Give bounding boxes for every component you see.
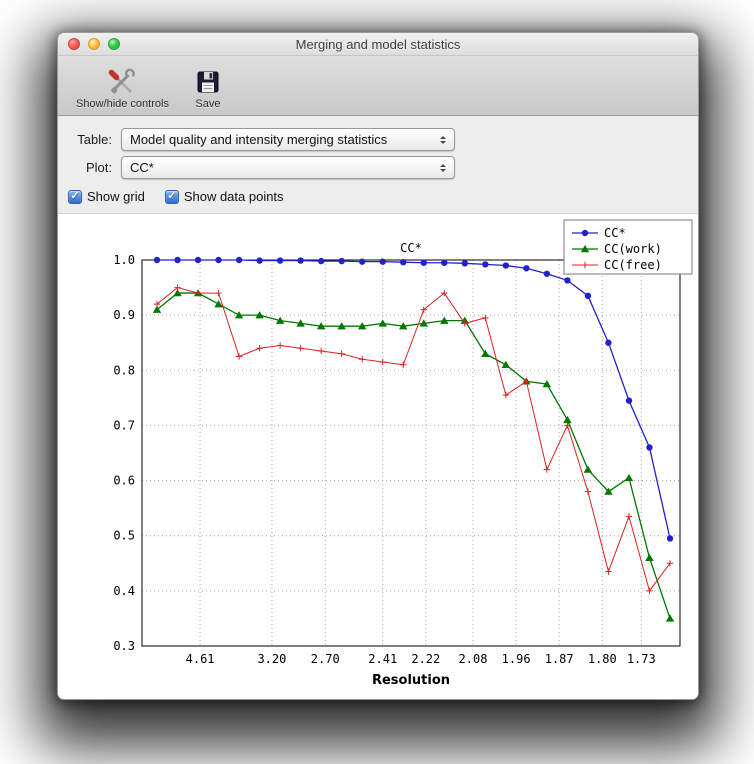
dropdown-arrows-icon (435, 163, 451, 172)
svg-text:0.6: 0.6 (113, 474, 135, 488)
traffic-lights (68, 38, 120, 50)
svg-text:1.0: 1.0 (113, 253, 135, 267)
svg-text:0.9: 0.9 (113, 308, 135, 322)
save-label: Save (195, 98, 221, 110)
plot-dropdown[interactable]: CC* (121, 156, 455, 179)
svg-text:2.70: 2.70 (311, 652, 340, 666)
show-grid-label: Show grid (87, 189, 145, 204)
save-button[interactable]: Save (189, 65, 227, 112)
svg-text:1.87: 1.87 (545, 652, 574, 666)
svg-text:1.80: 1.80 (588, 652, 617, 666)
svg-text:1.96: 1.96 (502, 652, 531, 666)
table-label: Table: (77, 132, 112, 147)
plot-row: Plot: CC* (66, 156, 698, 179)
dropdown-arrows-icon (435, 135, 451, 144)
plot-label: Plot: (85, 160, 112, 175)
show-grid-checkbox[interactable]: Show grid (68, 189, 145, 204)
checkbox-checked-icon (68, 189, 82, 204)
title-bar[interactable]: Merging and model statistics (58, 33, 698, 56)
controls-panel: Table: Model quality and intensity mergi… (58, 116, 698, 214)
svg-text:0.8: 0.8 (113, 363, 135, 377)
table-dropdown-value: Model quality and intensity merging stat… (130, 132, 388, 147)
zoom-button[interactable] (108, 38, 120, 50)
show-hide-controls-label: Show/hide controls (76, 98, 169, 110)
svg-text:CC*: CC* (604, 226, 626, 240)
show-data-points-checkbox[interactable]: Show data points (164, 189, 284, 204)
svg-text:2.22: 2.22 (411, 652, 440, 666)
svg-text:0.5: 0.5 (113, 529, 135, 543)
save-icon (195, 67, 221, 97)
tools-icon (107, 67, 137, 97)
svg-text:CC(work): CC(work) (604, 242, 662, 256)
plot-dropdown-value: CC* (130, 160, 154, 175)
show-hide-controls-button[interactable]: Show/hide controls (70, 65, 175, 112)
show-data-points-label: Show data points (183, 189, 284, 204)
chart: 0.3 0.4 0.5 0.6 0.7 0.8 0.9 1.0 4.61 3.20 2.70 2.41… (113, 219, 693, 688)
svg-text:0.7: 0.7 (113, 418, 135, 432)
svg-text:0.4: 0.4 (113, 584, 135, 598)
checkbox-row: Show grid Show data points (68, 189, 698, 204)
svg-text:CC(free): CC(free) (604, 258, 662, 272)
table-row: Table: Model quality and intensity mergi… (66, 128, 698, 151)
svg-text:2.08: 2.08 (459, 652, 488, 666)
window-title: Merging and model statistics (295, 36, 461, 52)
close-button[interactable] (68, 38, 80, 50)
table-dropdown[interactable]: Model quality and intensity merging stat… (121, 128, 455, 151)
svg-text:2.41: 2.41 (368, 652, 397, 666)
svg-text:3.20: 3.20 (257, 652, 286, 666)
svg-text:CC*: CC* (400, 241, 422, 255)
svg-text:0.3: 0.3 (113, 639, 135, 653)
plot-canvas: 0.3 0.4 0.5 0.6 0.7 0.8 0.9 1.0 4.61 3.20 2.70 2.41… (58, 214, 698, 699)
svg-text:1.73: 1.73 (627, 652, 656, 666)
minimize-button[interactable] (88, 38, 100, 50)
svg-text:4.61: 4.61 (186, 652, 215, 666)
app-window: Merging and model statistics Show/hide c… (57, 32, 699, 700)
checkbox-checked-icon (164, 189, 179, 204)
svg-text:Resolution: Resolution (372, 673, 450, 688)
toolbar: Show/hide controls Save (58, 56, 698, 116)
